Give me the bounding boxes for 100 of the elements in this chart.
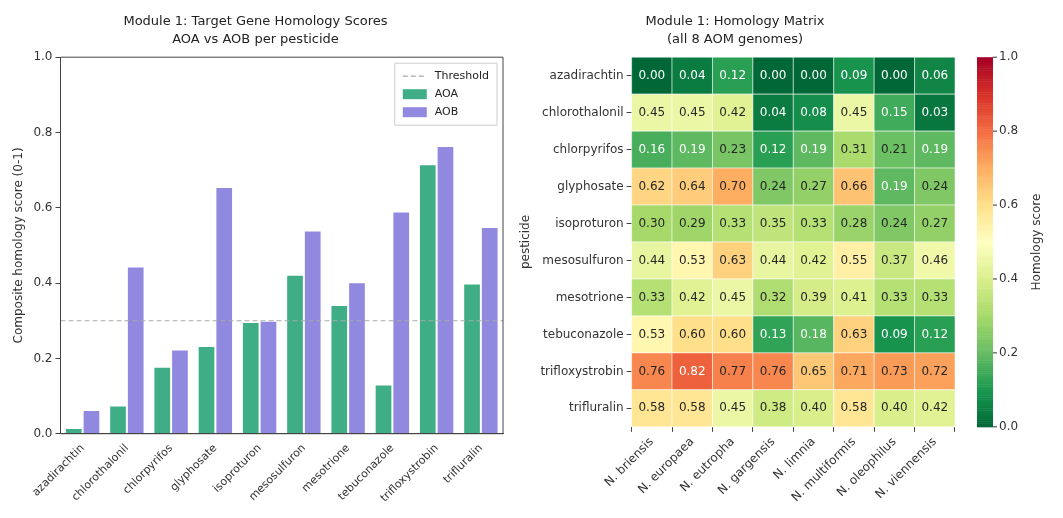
data-label: 0.58 — [678, 400, 706, 415]
data-label: 0.00 — [881, 67, 908, 82]
data-label: 0.76 — [638, 363, 666, 378]
chart-subtitle: AOA vs AOB per pesticide — [172, 30, 339, 46]
data-label: 0.44 — [638, 252, 666, 267]
data-label: 0.82 — [678, 363, 706, 378]
data-label: 0.71 — [840, 363, 868, 378]
legend-label: AOB — [434, 105, 459, 119]
data-label: 0.29 — [678, 215, 706, 230]
y-tick-label: mesosulfuron — [542, 252, 624, 267]
data-label: 0.19 — [678, 141, 706, 156]
y-tick-label: chlorothalonil — [542, 104, 624, 119]
legend-label: Threshold — [433, 69, 490, 83]
data-label: 0.45 — [638, 104, 666, 119]
data-label: 0.77 — [719, 363, 747, 378]
data-label: 0.31 — [840, 141, 868, 156]
data-label: 0.33 — [921, 289, 949, 304]
color-bar-label: 1.0 — [999, 49, 1019, 64]
data-label: 0.00 — [800, 67, 827, 82]
data-label: 0.66 — [840, 178, 868, 193]
data-label: 0.44 — [759, 252, 787, 267]
data-label: 0.12 — [719, 67, 747, 82]
data-label: 0.06 — [921, 67, 949, 82]
y-tick-label: 0.4 — [33, 275, 53, 290]
y-tick-label: 0.6 — [33, 199, 53, 214]
data-label: 0.09 — [881, 326, 908, 341]
data-label: 0.27 — [800, 178, 827, 193]
data-label: 0.53 — [638, 326, 666, 341]
data-label: 0.41 — [840, 289, 868, 304]
data-label: 0.40 — [800, 400, 827, 415]
data-label: 0.12 — [759, 141, 787, 156]
data-label: 0.72 — [921, 363, 949, 378]
data-label: 0.16 — [638, 141, 666, 156]
data-label: 0.45 — [719, 400, 747, 415]
data-label: 0.73 — [881, 363, 908, 378]
chart-title: Module 1: Homology Matrix — [645, 13, 825, 29]
data-label: 0.55 — [840, 252, 868, 267]
data-label: 0.70 — [719, 178, 747, 193]
color-bar-label: 0.8 — [999, 123, 1019, 138]
data-label: 0.21 — [881, 141, 908, 156]
data-label: 0.45 — [719, 289, 747, 304]
y-tick-label: chlorpyrifos — [553, 141, 624, 156]
data-label: 0.33 — [881, 289, 908, 304]
data-label: 0.28 — [840, 215, 868, 230]
data-label: 0.23 — [719, 141, 747, 156]
data-label: 0.15 — [881, 104, 908, 119]
data-label: 0.45 — [840, 104, 868, 119]
data-label: 0.19 — [881, 178, 908, 193]
data-label: 0.19 — [921, 141, 949, 156]
y-tick-label: tebuconazole — [543, 326, 624, 341]
y-tick-label: 0.2 — [33, 350, 53, 365]
data-label: 0.53 — [678, 252, 706, 267]
y-tick-label: trifloxystrobin — [540, 363, 624, 378]
color-bar-label: 0.6 — [999, 197, 1019, 212]
data-label: 0.24 — [759, 178, 787, 193]
data-label: 0.63 — [840, 326, 868, 341]
data-label: 0.19 — [800, 141, 827, 156]
data-label: 0.42 — [719, 104, 747, 119]
data-label: 0.46 — [921, 252, 949, 267]
data-label: 0.39 — [800, 289, 827, 304]
y-axis-title: Composite homology score (0-1) — [11, 147, 26, 344]
y-tick-label: 1.0 — [33, 49, 53, 64]
data-label: 0.76 — [759, 363, 787, 378]
data-label: 0.42 — [800, 252, 827, 267]
y-tick-label: 0.8 — [33, 124, 53, 139]
y-tick-label: trifluralin — [568, 400, 624, 415]
data-label: 0.35 — [759, 215, 787, 230]
data-label: 0.62 — [638, 178, 666, 193]
data-label: 0.60 — [719, 326, 747, 341]
data-label: 0.08 — [800, 104, 827, 119]
data-label: 0.00 — [759, 67, 787, 82]
color-bar-label: 0.4 — [999, 271, 1019, 286]
data-label: 0.33 — [638, 289, 666, 304]
y-tick-label: mesotrione — [555, 289, 624, 304]
color-bar-label: 0.2 — [999, 345, 1019, 360]
data-label: 0.18 — [800, 326, 827, 341]
y-tick-label: 0.0 — [33, 425, 53, 440]
color-bar-title: Homology score — [1029, 193, 1044, 291]
data-label: 0.04 — [678, 67, 706, 82]
data-label: 0.24 — [921, 178, 949, 193]
legend-label: AOA — [434, 87, 459, 101]
data-label: 0.37 — [881, 252, 908, 267]
data-label: 0.42 — [921, 400, 949, 415]
chart-subtitle: (all 8 AOM genomes) — [667, 30, 803, 46]
data-label: 0.33 — [719, 215, 747, 230]
data-label: 0.60 — [678, 326, 706, 341]
data-label: 0.27 — [921, 215, 949, 230]
data-label: 0.03 — [921, 104, 949, 119]
y-tick-label: azadirachtin — [549, 67, 624, 82]
y-tick-label: isoproturon — [555, 215, 624, 230]
data-label: 0.04 — [759, 104, 787, 119]
data-label: 0.58 — [638, 400, 666, 415]
y-axis-title: pesticide — [518, 214, 533, 270]
data-label: 0.12 — [921, 326, 949, 341]
data-label: 0.42 — [678, 289, 706, 304]
data-label: 0.00 — [638, 67, 666, 82]
data-label: 0.40 — [881, 400, 908, 415]
data-label: 0.65 — [800, 363, 827, 378]
data-label: 0.24 — [881, 215, 908, 230]
data-label: 0.58 — [840, 400, 868, 415]
